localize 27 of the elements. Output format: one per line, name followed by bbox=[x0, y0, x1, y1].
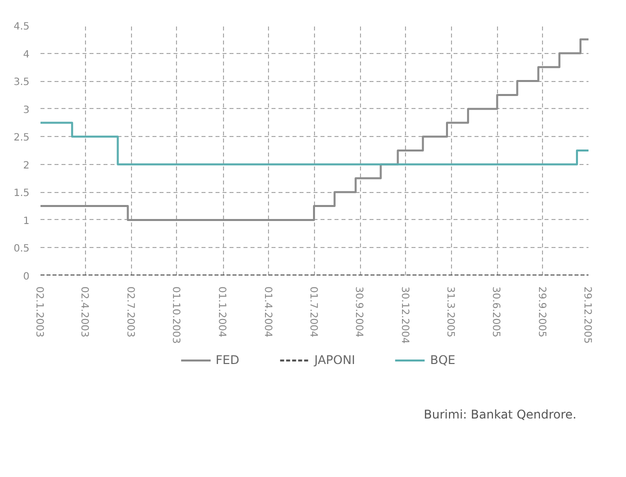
x-tick-label: 01.1.2004 bbox=[216, 286, 228, 338]
x-tick-label: 01.4.2004 bbox=[262, 286, 273, 338]
legend-label: FED bbox=[216, 353, 240, 367]
x-tick-label: 02.7.2003 bbox=[124, 286, 136, 338]
y-tick-label: 3.5 bbox=[14, 77, 30, 88]
text: Burimi: Bankat Qendrore. bbox=[424, 408, 576, 422]
x-tick-label: 01.7.2004 bbox=[308, 286, 318, 338]
y-tick-label: 4 bbox=[23, 49, 30, 60]
x-tick-label: 29.9.2005 bbox=[536, 286, 547, 338]
y-tick-label: 0.5 bbox=[14, 244, 30, 255]
legend-label: BQE bbox=[430, 353, 456, 367]
x-tick-label: 31.3.2005 bbox=[444, 286, 456, 338]
x-tick-label: 02.4.2003 bbox=[78, 286, 90, 338]
y-tick-label: 4.5 bbox=[14, 22, 30, 32]
y-tick-label: 0 bbox=[23, 272, 30, 282]
x-tick-label: 30.12.2004 bbox=[398, 286, 410, 344]
legend-label: JAPONI bbox=[314, 353, 356, 367]
y-tick-label: 1 bbox=[23, 216, 30, 227]
y-tick-label: 2.5 bbox=[14, 132, 30, 144]
x-tick-label: 01.10.2003 bbox=[170, 286, 181, 344]
x-tick-label: 29.12.2005 bbox=[582, 286, 592, 344]
x-tick-label: 30.6.2005 bbox=[490, 286, 502, 338]
y-tick-label: 1.5 bbox=[14, 188, 30, 200]
y-tick-label: 2 bbox=[23, 160, 30, 172]
x-tick-label: 30.9.2004 bbox=[353, 286, 364, 338]
y-tick-label: 3 bbox=[23, 104, 30, 116]
x-tick-label: 02.1.2003 bbox=[34, 286, 44, 338]
